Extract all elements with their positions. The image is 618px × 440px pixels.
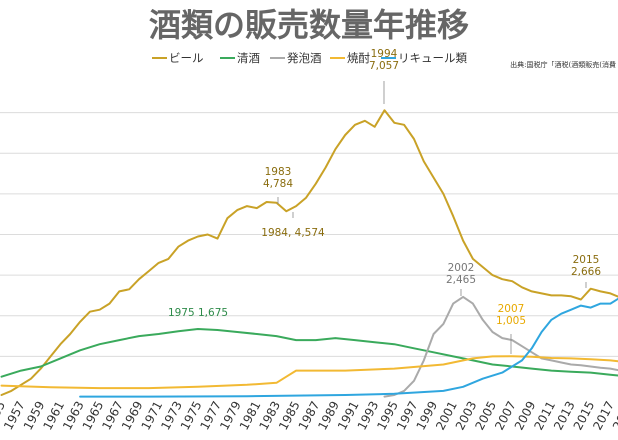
source-note: 出典:国税庁「酒税(酒類販売(消費 [510,60,616,69]
x-axis-tick-labels: 1955195719591961196319651967196919711973… [0,399,618,433]
annotation-label: 1984, 4,574 [261,227,325,239]
series-lines [0,109,618,398]
legend-label: 発泡酒 [287,51,322,65]
annotation-label: 2015 2,666 [571,254,601,278]
series-line [0,355,618,390]
annotation: 1983 4,784 [263,166,293,204]
chart-title: 酒類の販売数量年推移 [149,6,469,44]
legend-label: 焼酎 [347,51,370,65]
legend-entry: 焼酎 [330,51,370,65]
annotation: 1984, 4,574 [261,212,325,239]
legend-label: 清酒 [237,51,260,65]
legend-entry: 発泡酒 [270,51,322,65]
annotation-label: 2002 2,465 [446,262,476,286]
annotation: 2002 2,465 [446,262,476,296]
annotations: 1994 7,057 1983 4,784 1984, 4,574 2015 2,666 19… [168,48,601,354]
series-line [0,109,618,396]
legend-entry: リキュール類 [381,51,467,65]
annotation-label: 2007 1,005 [496,303,526,327]
legend: ビール 清酒 発泡酒 焼酎 リキュール類 [152,51,467,65]
annotation-label: 1983 4,784 [263,166,293,190]
annotation-label: 1994 7,057 [369,48,399,72]
annotation: 2007 1,005 [496,303,526,354]
annotation: 1994 7,057 [369,48,399,104]
annotation-label: 1975 1,675 [168,307,228,319]
legend-label: ビール [169,51,204,65]
annotation: 2015 2,666 [571,254,601,288]
legend-entry: 清酒 [220,51,260,65]
legend-label: リキュール類 [398,51,467,65]
series-line [383,295,618,398]
annotation: 1975 1,675 [168,307,228,319]
legend-entry: ビール [152,51,204,65]
series-line [79,297,618,398]
series-line [0,328,618,378]
